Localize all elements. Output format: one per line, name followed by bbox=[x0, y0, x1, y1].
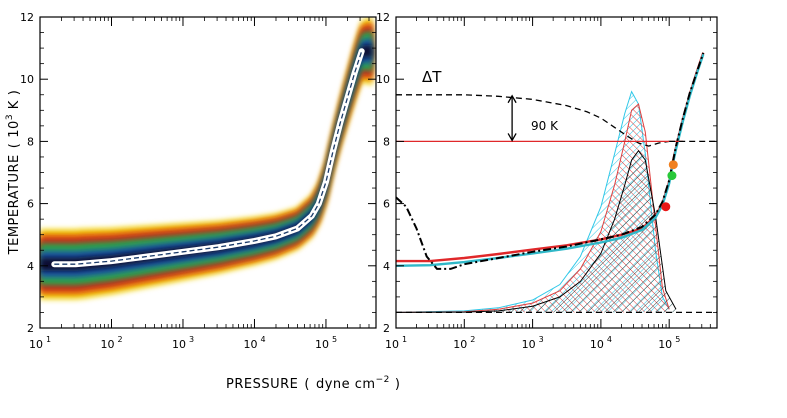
series-dashed-black bbox=[396, 94, 670, 147]
x-axis-title-paren-open: ( bbox=[304, 377, 310, 392]
right-xtick-exp: 5 bbox=[675, 335, 680, 344]
right-ytick-label: 4 bbox=[383, 260, 390, 273]
x-axis-title-main: PRESSURE bbox=[226, 377, 298, 392]
left-ytick-label: 6 bbox=[27, 198, 34, 211]
right-annotations: ΔT 90 K bbox=[422, 68, 559, 133]
point-green bbox=[667, 171, 677, 181]
delta-t-label: ΔT bbox=[422, 68, 442, 86]
right-ytick-label: 10 bbox=[376, 73, 390, 86]
left-xtick-label: 10 bbox=[243, 338, 257, 351]
y-axis-title-exp: 3 bbox=[5, 114, 15, 120]
y-axis-title-paren-close: ) bbox=[7, 90, 22, 96]
right-xtick-exp: 4 bbox=[607, 335, 612, 344]
delta-arrow-head-top bbox=[507, 94, 517, 104]
series-dash-dot-black bbox=[396, 52, 705, 270]
right-xtick-label: 10 bbox=[453, 338, 467, 351]
right-xtick-label: 10 bbox=[522, 338, 536, 351]
left-xtick-label: 10 bbox=[172, 338, 186, 351]
dist-fill-black-hatched bbox=[396, 150, 676, 313]
left-xtick-exp: 4 bbox=[260, 335, 265, 344]
left-xtick-exp: 5 bbox=[332, 335, 337, 344]
left-ytick-label: 4 bbox=[27, 260, 34, 273]
left-ytick-label: 2 bbox=[27, 322, 34, 335]
left-xtick-label: 10 bbox=[315, 338, 329, 351]
right-ytick-label: 8 bbox=[383, 135, 390, 148]
x-axis-title-paren-close: ) bbox=[395, 377, 401, 392]
y-axis-title-tail: K bbox=[7, 100, 22, 114]
left-xtick-exp: 3 bbox=[189, 335, 194, 344]
right-plot-content bbox=[396, 52, 717, 314]
heat-band-green bbox=[40, 30, 373, 286]
right-xtick-exp: 2 bbox=[470, 335, 475, 344]
y-axis-title: TEMPERATURE (103 K) bbox=[5, 90, 22, 256]
left-mean-curve bbox=[51, 48, 365, 268]
dist-outline-red-hatched bbox=[396, 103, 670, 313]
mean-curve-dashed bbox=[54, 50, 363, 265]
left-xtick-label: 10 bbox=[29, 338, 43, 351]
left-ytick-label: 10 bbox=[20, 73, 34, 86]
y-axis-title-base: 10 bbox=[7, 120, 22, 138]
right-xtick-label: 10 bbox=[658, 338, 672, 351]
left-xtick-label: 10 bbox=[100, 338, 114, 351]
delta-value-label: 90 K bbox=[531, 119, 559, 133]
delta-arrow-head-bottom bbox=[507, 133, 517, 142]
y-axis-title-main: TEMPERATURE bbox=[7, 154, 22, 255]
left-ytick-label: 8 bbox=[27, 135, 34, 148]
left-xtick-exp: 1 bbox=[46, 335, 51, 344]
right-xtick-exp: 1 bbox=[402, 335, 407, 344]
left-xtick-exp: 2 bbox=[117, 335, 122, 344]
point-orange bbox=[668, 160, 678, 170]
right-xtick-label: 10 bbox=[385, 338, 399, 351]
x-axis-title: PRESSURE ( dyne cm−2) bbox=[226, 375, 400, 392]
right-ytick-label: 12 bbox=[376, 11, 390, 24]
right-xtick-label: 10 bbox=[590, 338, 604, 351]
heat-band-blue bbox=[40, 38, 373, 278]
x-axis-title-exp: −2 bbox=[376, 375, 390, 385]
point-red bbox=[661, 202, 671, 212]
right-ytick-label: 2 bbox=[383, 322, 390, 335]
dist-outline-black-hatched bbox=[396, 149, 677, 313]
left-heatmap bbox=[40, 17, 373, 300]
x-axis-title-unit: dyne cm bbox=[316, 377, 376, 392]
right-xtick-exp: 3 bbox=[539, 335, 544, 344]
right-ytick-label: 6 bbox=[383, 198, 390, 211]
y-axis-title-paren-open: ( bbox=[7, 143, 22, 149]
left-ytick-label: 12 bbox=[20, 11, 34, 24]
